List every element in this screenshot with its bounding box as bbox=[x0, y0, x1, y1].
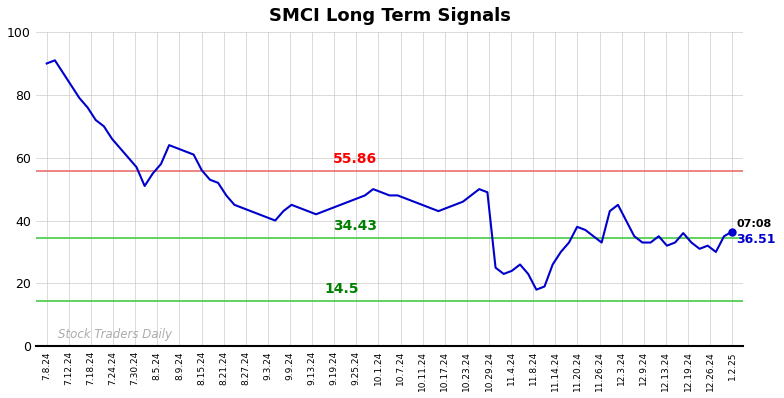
Text: Stock Traders Daily: Stock Traders Daily bbox=[58, 328, 172, 341]
Title: SMCI Long Term Signals: SMCI Long Term Signals bbox=[269, 7, 510, 25]
Text: 36.51: 36.51 bbox=[737, 233, 776, 246]
Text: 34.43: 34.43 bbox=[333, 219, 377, 233]
Text: 14.5: 14.5 bbox=[325, 282, 359, 296]
Point bbox=[726, 228, 739, 235]
Text: 55.86: 55.86 bbox=[333, 152, 377, 166]
Text: 07:08: 07:08 bbox=[737, 219, 772, 228]
